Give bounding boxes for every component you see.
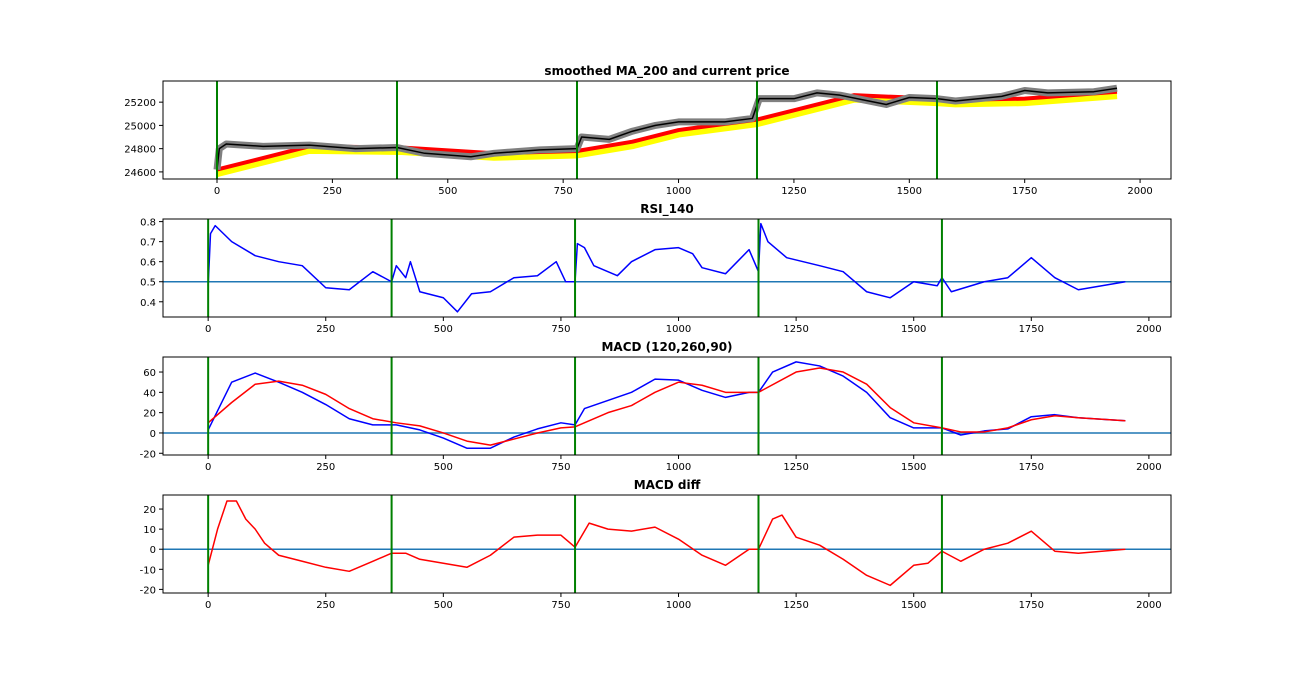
y-tick-label: 20	[143, 505, 156, 516]
series-macd	[207, 361, 1126, 449]
x-tick-label: 1500	[901, 600, 926, 611]
x-tick-label: 1750	[1019, 600, 1044, 611]
axes-frame	[162, 356, 1172, 456]
y-tick-label: 0.8	[140, 218, 156, 229]
y-tick-label: 0.6	[140, 258, 156, 269]
axes-frame	[162, 218, 1172, 318]
y-tick-label: 20	[143, 409, 156, 420]
x-tick-label: 1000	[666, 600, 691, 611]
plot-area	[163, 495, 1171, 593]
x-tick-label: 1750	[1019, 324, 1044, 335]
x-tick-label: 2000	[1136, 600, 1161, 611]
x-tick-label: 250	[316, 462, 335, 473]
x-tick-label: 1500	[901, 324, 926, 335]
series-price-band	[213, 84, 1118, 170]
y-tick-label: 10	[143, 525, 156, 536]
y-tick-label: 60	[143, 368, 156, 379]
x-tick-label: 1500	[901, 462, 926, 473]
x-tick-label: 1750	[1012, 186, 1037, 197]
series-signal	[207, 367, 1126, 446]
y-tick-label: 0	[150, 429, 156, 440]
y-tick-label: 0.7	[140, 238, 156, 249]
y-tick-label: 40	[143, 388, 156, 399]
y-tick-label: 0.5	[140, 278, 156, 289]
series-current-price	[216, 87, 1118, 170]
x-tick-label: 0	[205, 600, 211, 611]
x-tick-label: 500	[434, 462, 453, 473]
x-tick-label: 1250	[781, 186, 806, 197]
plot-area	[213, 81, 1118, 179]
price-ma-panel: 0 250 500 750 1000 1250 1500 1750 2000 24600 24800…	[124, 64, 1172, 197]
x-tick-label: 0	[214, 186, 220, 197]
y-tick-label: -10	[140, 565, 156, 576]
x-tick-label: 2000	[1136, 324, 1161, 335]
macd-panel: 0 250 500 750 1000 1250 1500 1750 2000 -20 0 20 40 60…	[140, 340, 1172, 473]
x-tick-label: 750	[551, 324, 570, 335]
x-tick-label: 500	[438, 186, 457, 197]
x-tick-label: 1250	[783, 324, 808, 335]
panel-title: RSI_140	[640, 202, 693, 217]
series-macd-diff	[207, 500, 1126, 587]
x-tick-label: 2000	[1136, 462, 1161, 473]
y-tick-label: 25000	[124, 121, 156, 132]
rsi-panel: 0 250 500 750 1000 1250 1500 1750 2000 0.4 0.5 0.6 0…	[140, 202, 1172, 335]
y-tick-label: 0.4	[140, 298, 156, 309]
y-tick-label: 24600	[124, 168, 156, 179]
x-tick-label: 250	[316, 600, 335, 611]
x-tick-label: 1000	[666, 462, 691, 473]
plot-area	[163, 219, 1171, 317]
panel-title: MACD diff	[634, 478, 701, 492]
y-tick-label: -20	[140, 585, 156, 596]
panel-title: MACD (120,260,90)	[601, 340, 732, 354]
x-tick-label: 500	[434, 324, 453, 335]
y-tick-label: 25200	[124, 98, 156, 109]
x-tick-label: 1000	[666, 186, 691, 197]
x-tick-label: 750	[551, 600, 570, 611]
y-tick-label: 0	[150, 545, 156, 556]
panel-title: smoothed MA_200 and current price	[544, 64, 789, 79]
x-tick-label: 750	[554, 186, 573, 197]
x-tick-label: 1250	[783, 600, 808, 611]
x-tick-label: 1750	[1019, 462, 1044, 473]
plot-area	[163, 357, 1171, 455]
series-rsi	[207, 222, 1126, 313]
x-tick-label: 1500	[897, 186, 922, 197]
x-tick-label: 250	[323, 186, 342, 197]
x-tick-label: 0	[205, 462, 211, 473]
axes-frame	[162, 494, 1172, 594]
x-tick-label: 2000	[1127, 186, 1152, 197]
x-tick-label: 750	[551, 462, 570, 473]
y-tick-label: 24800	[124, 145, 156, 156]
x-tick-label: 500	[434, 600, 453, 611]
y-tick-label: -20	[140, 449, 156, 460]
x-tick-label: 1250	[783, 462, 808, 473]
x-tick-label: 0	[205, 324, 211, 335]
x-tick-label: 250	[316, 324, 335, 335]
axes-frame	[162, 80, 1172, 180]
macd-diff-panel: 0 250 500 750 1000 1250 1500 1750 2000 -20 -10 0 10 2…	[140, 478, 1172, 611]
x-tick-label: 1000	[666, 324, 691, 335]
